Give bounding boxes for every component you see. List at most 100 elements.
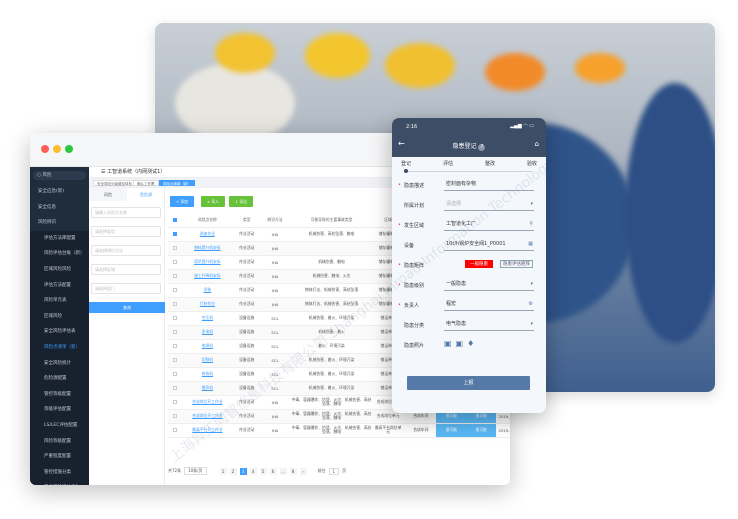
sidebar-item[interactable]: 区域风险风险 (30, 261, 89, 278)
table-row[interactable]: 最高平台开工作业 作业活动 JHA 中毒、容器爆炸、灼烫、火灾、机械伤害、高处坠落、触… (168, 423, 510, 438)
row-checkbox[interactable] (172, 259, 177, 264)
home-icon[interactable]: ⌂ (534, 140, 539, 148)
query-button[interactable]: 查询 (89, 302, 165, 313)
risk-point-link[interactable]: 物料提升机安拆 (194, 245, 221, 250)
export-button[interactable]: ⇩ 导出 (229, 196, 253, 207)
filter-area[interactable]: 请选择区域 (91, 264, 161, 275)
field-input[interactable]: 请选择 ▾ (444, 200, 534, 211)
row-checkbox[interactable] (172, 287, 177, 292)
filter-tab-hazard[interactable]: 危险源 (140, 192, 152, 197)
risk-point-link[interactable]: 巡查作业 (199, 231, 215, 236)
matrix-button[interactable]: 隐患评估矩阵 (500, 260, 533, 268)
sidebar-item[interactable]: 安全信息 (38, 204, 56, 210)
row-checkbox[interactable] (172, 329, 177, 334)
risk-point-link[interactable]: 发电机 (201, 329, 214, 334)
tag-1[interactable]: 确认工作票 (133, 180, 159, 186)
risk-point-link[interactable]: 最高平台开工作业 (192, 427, 223, 432)
page-button[interactable]: 2 (229, 467, 237, 475)
row-checkbox[interactable] (172, 371, 177, 376)
field-input[interactable]: 一般隐患 ▾ (444, 280, 534, 291)
row-checkbox[interactable] (172, 231, 177, 236)
field-icon[interactable]: ▾ (530, 321, 533, 327)
filter-tab-risk[interactable]: 风险 (89, 188, 127, 201)
sidebar-item[interactable]: 安全应急(新) (38, 189, 65, 194)
risk-point-link[interactable]: 塔吊提升机安拆 (194, 259, 221, 264)
sidebar-item[interactable]: 等级评估配置 (30, 402, 89, 418)
sidebar-item[interactable]: 区域风险 (30, 308, 89, 325)
field-icon[interactable]: ⚲ (529, 221, 533, 227)
field-input[interactable]: 程宏 ⚙ (444, 300, 534, 311)
sidebar-item[interactable]: 风险单元表 (30, 293, 89, 309)
photo-upload-icons[interactable]: ▣▣♦ (444, 339, 479, 348)
import-button[interactable]: ± 导入 (201, 196, 225, 207)
field-icon[interactable]: ⚙ (528, 301, 533, 307)
sidebar-item[interactable]: 评估方法配置 (30, 277, 89, 294)
risk-point-link[interactable]: 卷扬机 (201, 371, 214, 376)
sidebar-item[interactable]: LS/LEC评估配置 (30, 417, 89, 434)
sidebar-item[interactable]: 安全风险评估表 (30, 324, 89, 340)
risk-point-link[interactable]: 切割机 (201, 357, 214, 362)
risk-point-link[interactable]: 合成岗位开工作业 (192, 399, 223, 404)
field-input[interactable]: 电气隐患 ▾ (444, 320, 534, 331)
field-input[interactable]: 工智道化工厂 ⚲ (444, 220, 534, 231)
risk-point-link[interactable]: 搅拌机 (201, 385, 214, 390)
sidebar-item[interactable]: 危险源配置 (30, 371, 89, 387)
page-button[interactable]: 6 (269, 467, 277, 475)
filter-type[interactable]: 请选择类型 (91, 226, 161, 237)
field-icon[interactable]: ▦ (528, 241, 533, 247)
goto-input[interactable]: 1 (328, 467, 340, 475)
row-checkbox[interactable] (172, 413, 177, 418)
row-checkbox[interactable] (172, 273, 177, 278)
menu-icon[interactable]: ☰ (101, 169, 108, 175)
page-button[interactable]: 8 (289, 467, 297, 475)
next-page-icon[interactable]: › (299, 467, 307, 475)
row-checkbox[interactable] (172, 315, 177, 320)
row-checkbox[interactable] (172, 245, 177, 250)
risk-point-link[interactable]: 合成岗位开工作业 (192, 413, 223, 418)
filter-name[interactable]: 请输入风险点名称 (91, 207, 161, 218)
risk-point-link[interactable]: 吊装 (203, 287, 212, 292)
filter-dept[interactable]: 请选择部门 (91, 283, 161, 294)
row-checkbox[interactable] (172, 357, 177, 362)
page-button[interactable]: 3 (239, 467, 247, 475)
back-icon[interactable]: ← (398, 139, 405, 148)
field-input[interactable]: 10t/h锅炉安全阀1_P0001 ▦ (444, 240, 534, 251)
sidebar-item[interactable]: 风险辨识 (38, 220, 56, 226)
page-button[interactable]: 1 (219, 467, 227, 475)
row-checkbox[interactable] (172, 385, 177, 390)
tag-2[interactable]: 风险点清单（新） (159, 180, 195, 186)
help-icon[interactable]: ? (478, 144, 486, 151)
page-button[interactable]: ... (279, 467, 287, 475)
filter-method[interactable]: 请选择辨识方法 (91, 245, 161, 256)
row-checkbox[interactable] (172, 343, 177, 348)
risk-point-link[interactable]: 打桩作业 (199, 301, 215, 306)
sidebar-item[interactable]: 管控等级配置 (30, 386, 89, 403)
risk-point-link[interactable]: 电焊机 (201, 343, 214, 348)
row-checkbox[interactable] (172, 399, 177, 404)
risk-point-link[interactable]: 空压机 (201, 315, 214, 320)
risk-point-link[interactable]: 施工升降机安拆 (194, 273, 221, 278)
sidebar-item[interactable]: 风险评估台账（新） (30, 246, 89, 262)
sidebar-item[interactable]: 安全风险评估表2 (30, 480, 89, 485)
row-checkbox[interactable] (172, 301, 177, 306)
sidebar-item[interactable]: 安全风险统计 (30, 355, 89, 372)
field-icon[interactable]: ▾ (530, 281, 533, 287)
maximize-button[interactable] (65, 145, 73, 153)
field-icon[interactable]: ▾ (530, 201, 533, 207)
tag-0[interactable]: 安全风险分级管控体系 (93, 180, 136, 186)
page-button[interactable]: 5 (259, 467, 267, 475)
row-checkbox[interactable] (172, 427, 177, 432)
minimize-button[interactable] (53, 145, 61, 153)
sidebar-search[interactable]: ○ 风险 (33, 171, 86, 180)
close-button[interactable] (41, 145, 49, 153)
add-button[interactable]: + 添加 (170, 196, 194, 207)
sidebar-item[interactable]: 评估方法库配置 (30, 230, 89, 247)
sidebar-item[interactable]: 管控措施分类 (30, 464, 89, 481)
sidebar-item[interactable]: 风险等级配置 (30, 433, 89, 450)
field-input[interactable]: 密封面有杂物 (444, 180, 534, 191)
page-size-select[interactable]: 10条/页 (184, 467, 207, 475)
sidebar-item[interactable]: 风险点清单（新） (30, 339, 89, 356)
sidebar-item[interactable]: 严重程度配置 (30, 449, 89, 465)
submit-button[interactable]: 上报 (407, 376, 530, 390)
page-button[interactable]: 4 (249, 467, 257, 475)
